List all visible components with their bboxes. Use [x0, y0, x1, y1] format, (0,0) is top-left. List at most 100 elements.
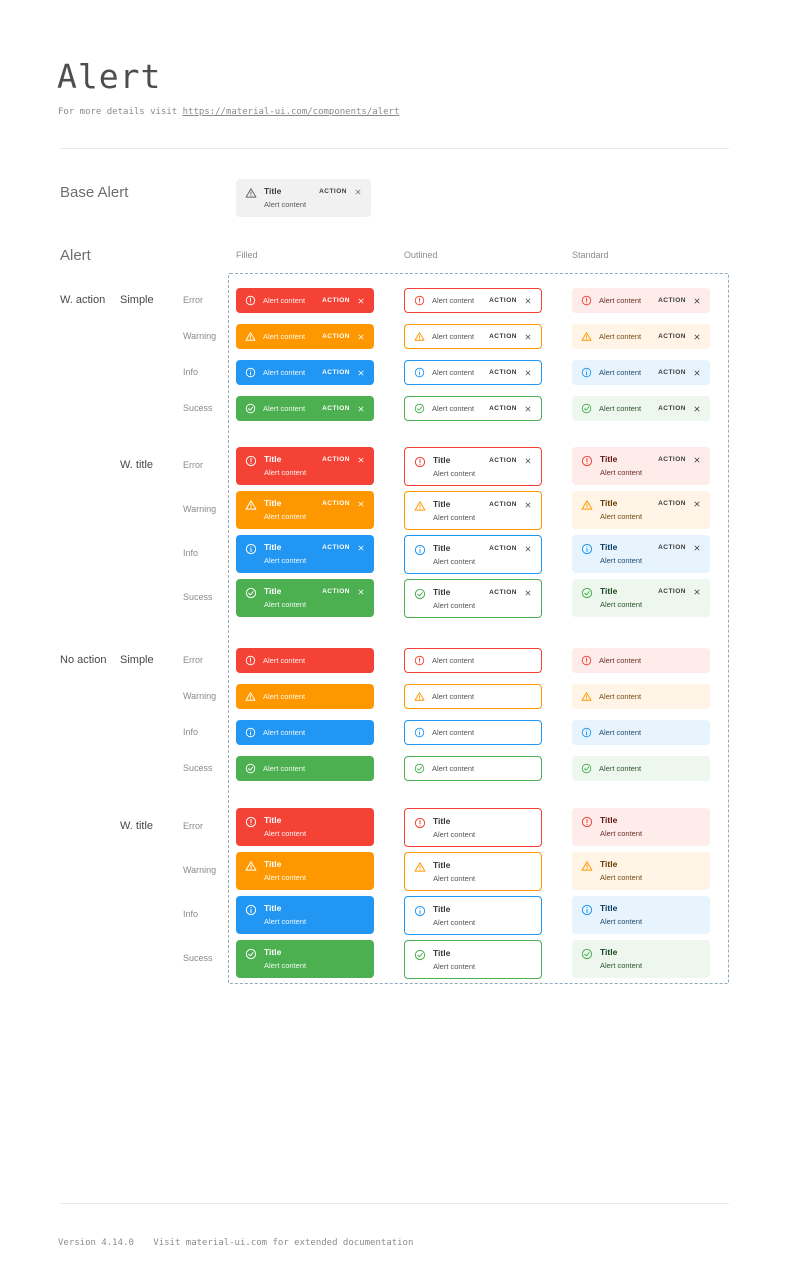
close-icon[interactable]	[357, 333, 365, 341]
alert-filled-sucess-simple: Alert content	[236, 756, 374, 781]
alert-action-button[interactable]: ACTION	[322, 297, 350, 304]
alert-filled-info-simple: Alert content	[236, 720, 374, 745]
info-icon	[414, 367, 425, 378]
alert-action-button[interactable]: ACTION	[322, 588, 350, 595]
alert-content: Alert content	[263, 655, 306, 665]
alert-action-button[interactable]: ACTION	[658, 369, 686, 376]
alert-title-row: Title ACTION	[264, 186, 362, 197]
success-icon	[414, 949, 426, 961]
alert-body: Title Alert content	[264, 903, 365, 927]
alert-action-button[interactable]: ACTION	[658, 405, 686, 412]
alert-action-button[interactable]: ACTION	[322, 544, 350, 551]
alert-action-button[interactable]: ACTION	[489, 297, 517, 304]
warning-icon	[581, 499, 593, 511]
close-icon[interactable]	[357, 500, 365, 508]
alert-action-button[interactable]: ACTION	[322, 500, 350, 507]
close-icon[interactable]	[693, 588, 701, 596]
success-icon	[245, 403, 256, 414]
docs-link[interactable]: https://material-ui.com/components/alert	[182, 107, 400, 117]
warning-icon	[414, 861, 426, 873]
alert-action-button[interactable]: ACTION	[658, 588, 686, 595]
severity-label: Error	[183, 460, 203, 470]
alert-action-button[interactable]: ACTION	[489, 457, 517, 464]
alert-action-button[interactable]: ACTION	[489, 333, 517, 340]
close-icon[interactable]	[693, 297, 701, 305]
alert-body: Title ACTION Alert content	[433, 543, 532, 567]
close-icon[interactable]	[693, 544, 701, 552]
alert-content: Alert content	[600, 961, 643, 970]
alert-action-button[interactable]: ACTION	[319, 188, 347, 195]
alert-title-row: Title ACTION	[433, 587, 532, 598]
alert-standard-error-titled-with-action: Title ACTION Alert content	[572, 447, 710, 485]
close-icon[interactable]	[357, 456, 365, 464]
alert-content: Alert content	[600, 468, 643, 477]
error-icon	[581, 655, 592, 666]
alert-action-button[interactable]: ACTION	[322, 369, 350, 376]
alert-action-button[interactable]: ACTION	[658, 456, 686, 463]
warning-icon	[245, 331, 256, 342]
alert-content: Alert content	[263, 727, 306, 737]
close-icon[interactable]	[357, 369, 365, 377]
alert-body: Title ACTION Alert content	[264, 498, 365, 522]
error-icon	[581, 816, 593, 828]
alert-action-button[interactable]: ACTION	[489, 589, 517, 596]
close-icon[interactable]	[693, 456, 701, 464]
alert-outlined-warning-simple: Alert content	[404, 684, 542, 709]
alert-action-button[interactable]: ACTION	[489, 369, 517, 376]
close-icon[interactable]	[524, 405, 532, 413]
alert-title-row: Title ACTION	[600, 586, 701, 597]
alert-content: Alert content	[432, 367, 475, 377]
alert-action-button[interactable]: ACTION	[658, 297, 686, 304]
severity-label: Error	[183, 821, 203, 831]
footer: Version 4.14.0 Visit material-ui.com for…	[58, 1238, 413, 1248]
alert-content: Alert content	[599, 367, 642, 377]
alert-outlined-info-titled: Title Alert content	[404, 896, 542, 935]
alert-title-row: Title ACTION	[433, 543, 532, 554]
alert-action-button[interactable]: ACTION	[489, 545, 517, 552]
close-icon[interactable]	[524, 589, 532, 597]
alert-outlined-info-titled-with-action: Title ACTION Alert content	[404, 535, 542, 574]
alert-content: Alert content	[432, 727, 475, 737]
close-icon[interactable]	[693, 333, 701, 341]
alert-action-button[interactable]: ACTION	[489, 501, 517, 508]
alert-title-row: Title	[600, 859, 701, 870]
column-header-standard: Standard	[572, 250, 609, 260]
alert-content: Alert content	[599, 727, 642, 737]
close-icon[interactable]	[693, 500, 701, 508]
close-icon[interactable]	[357, 405, 365, 413]
alert-content: Alert content	[264, 468, 307, 477]
alert-action-button[interactable]: ACTION	[322, 405, 350, 412]
close-icon[interactable]	[354, 188, 362, 196]
alert-content: Alert content	[600, 512, 643, 521]
alert-action-button[interactable]: ACTION	[489, 405, 517, 412]
alert-action-button[interactable]: ACTION	[322, 456, 350, 463]
alert-outlined-error-simple-with-action: Alert content ACTION	[404, 288, 542, 313]
close-icon[interactable]	[524, 545, 532, 553]
alert-variants-dashed-container	[228, 273, 729, 984]
alert-action-button[interactable]: ACTION	[658, 333, 686, 340]
alert-action-button[interactable]: ACTION	[658, 500, 686, 507]
error-icon	[581, 455, 593, 467]
alert-filled-sucess-titled: Title Alert content	[236, 940, 374, 978]
close-icon[interactable]	[524, 369, 532, 377]
alert-content: Alert content	[264, 961, 307, 970]
alert-action-button[interactable]: ACTION	[322, 333, 350, 340]
success-icon	[245, 763, 256, 774]
alert-title-row: Title ACTION	[600, 542, 701, 553]
alert-base-base-titled-with-action: Title ACTION Alert content	[236, 179, 371, 217]
close-icon[interactable]	[357, 544, 365, 552]
close-icon[interactable]	[524, 297, 532, 305]
close-icon[interactable]	[524, 501, 532, 509]
close-icon[interactable]	[357, 588, 365, 596]
alert-title: Title	[433, 587, 451, 597]
close-icon[interactable]	[524, 457, 532, 465]
alert-action-button[interactable]: ACTION	[658, 544, 686, 551]
close-icon[interactable]	[693, 405, 701, 413]
warning-icon	[414, 500, 426, 512]
alert-content: Alert content	[264, 556, 307, 565]
close-icon[interactable]	[357, 297, 365, 305]
alert-filled-error-titled: Title Alert content	[236, 808, 374, 846]
close-icon[interactable]	[524, 333, 532, 341]
alert-standard-error-titled: Title Alert content	[572, 808, 710, 846]
close-icon[interactable]	[693, 369, 701, 377]
